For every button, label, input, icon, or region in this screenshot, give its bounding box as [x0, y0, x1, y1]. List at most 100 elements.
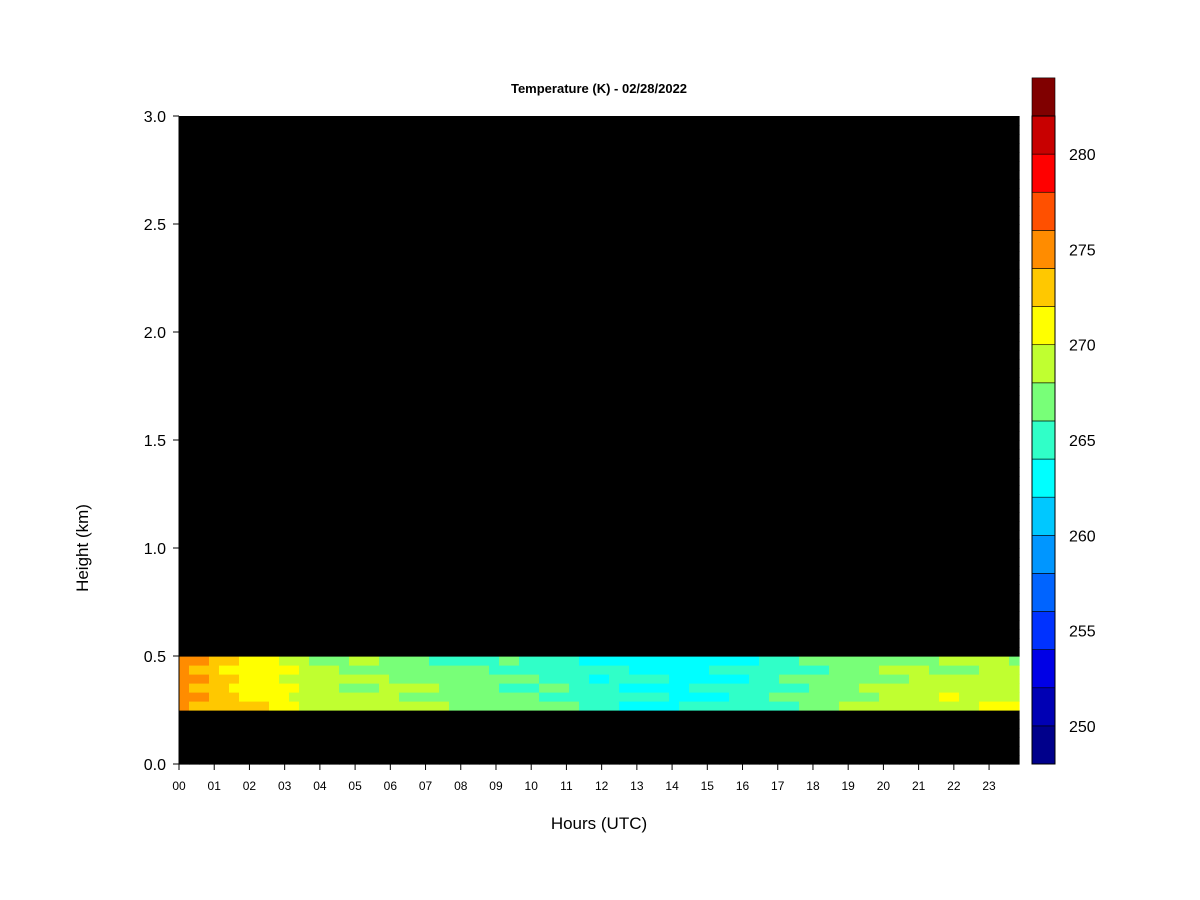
heatmap-cell [409, 638, 420, 648]
heatmap-cell [799, 224, 810, 234]
heatmap-cell [219, 494, 230, 504]
heatmap-cell [579, 692, 590, 702]
heatmap-cell [799, 629, 810, 639]
heatmap-cell [789, 161, 800, 171]
heatmap-cell [369, 296, 380, 306]
heatmap-cell [179, 413, 190, 423]
heatmap-cell [749, 539, 760, 549]
heatmap-cell [339, 350, 350, 360]
heatmap-cell [379, 710, 390, 720]
heatmap-cell [379, 683, 390, 693]
heatmap-cell [839, 251, 850, 261]
heatmap-cell [209, 350, 220, 360]
heatmap-cell [639, 557, 650, 567]
heatmap-cell [469, 458, 480, 468]
heatmap-cell [429, 593, 440, 603]
heatmap-cell [289, 593, 300, 603]
heatmap-cell [479, 755, 490, 765]
heatmap-cell [729, 197, 740, 207]
heatmap-cell [579, 611, 590, 621]
heatmap-cell [809, 233, 820, 243]
heatmap-cell [729, 395, 740, 405]
heatmap-cell [489, 314, 500, 324]
heatmap-cell [499, 692, 510, 702]
heatmap-cell [309, 440, 320, 450]
heatmap-cell [629, 755, 640, 765]
heatmap-cell [839, 431, 850, 441]
heatmap-cell [369, 170, 380, 180]
heatmap-cell [409, 206, 420, 216]
heatmap-cell [599, 503, 610, 513]
heatmap-cell [769, 296, 780, 306]
heatmap-cell [519, 665, 530, 675]
heatmap-cell [739, 323, 750, 333]
heatmap-cell [639, 215, 650, 225]
heatmap-cell [689, 557, 700, 567]
heatmap-cell [709, 215, 720, 225]
heatmap-cell [709, 629, 720, 639]
heatmap-cell [679, 449, 690, 459]
heatmap-cell [489, 737, 500, 747]
heatmap-cell [809, 305, 820, 315]
heatmap-cell [359, 485, 370, 495]
heatmap-cell [369, 188, 380, 198]
heatmap-cell [309, 233, 320, 243]
heatmap-cell [379, 296, 390, 306]
heatmap-cell [449, 692, 460, 702]
heatmap-cell [329, 737, 340, 747]
heatmap-cell [739, 305, 750, 315]
heatmap-cell [379, 611, 390, 621]
heatmap-cell [839, 368, 850, 378]
heatmap-cell [519, 287, 530, 297]
heatmap-cell [769, 485, 780, 495]
heatmap-cell [319, 710, 330, 720]
heatmap-cell [689, 647, 700, 657]
heatmap-cell [599, 161, 610, 171]
heatmap-cell [609, 314, 620, 324]
heatmap-cell [569, 683, 580, 693]
heatmap-cell [829, 539, 840, 549]
heatmap-cell [509, 521, 520, 531]
heatmap-cell [839, 413, 850, 423]
heatmap-cell [309, 584, 320, 594]
heatmap-cell [709, 260, 720, 270]
heatmap-cell [599, 710, 610, 720]
heatmap-cell [619, 683, 630, 693]
heatmap-cell [329, 728, 340, 738]
heatmap-cell [259, 530, 270, 540]
heatmap-cell [429, 359, 440, 369]
heatmap-cell [229, 566, 240, 576]
heatmap-cell [209, 332, 220, 342]
heatmap-cell [579, 206, 590, 216]
heatmap-cell [279, 449, 290, 459]
heatmap-cell [779, 287, 790, 297]
heatmap-cell [529, 638, 540, 648]
heatmap-cell [679, 584, 690, 594]
heatmap-cell [709, 728, 720, 738]
heatmap-cell [869, 548, 880, 558]
heatmap-cell [469, 728, 480, 738]
heatmap-cell [319, 179, 330, 189]
heatmap-cell [589, 332, 600, 342]
heatmap-cell [289, 638, 300, 648]
heatmap-cell [219, 755, 230, 765]
heatmap-cell [379, 242, 390, 252]
heatmap-cell [439, 620, 450, 630]
heatmap-cell [309, 458, 320, 468]
heatmap-cell [439, 278, 450, 288]
heatmap-cell [649, 683, 660, 693]
heatmap-cell [229, 530, 240, 540]
heatmap-cell [349, 440, 360, 450]
heatmap-cell [199, 332, 210, 342]
heatmap-cell [549, 215, 560, 225]
heatmap-cell [759, 575, 770, 585]
heatmap-cell [579, 593, 590, 603]
heatmap-cell [799, 467, 810, 477]
heatmap-cell [749, 386, 760, 396]
heatmap-cell [359, 701, 370, 711]
heatmap-cell [509, 314, 520, 324]
heatmap-cell [699, 746, 710, 756]
heatmap-cell [679, 278, 690, 288]
heatmap-cell [419, 656, 430, 666]
heatmap-cell [769, 242, 780, 252]
